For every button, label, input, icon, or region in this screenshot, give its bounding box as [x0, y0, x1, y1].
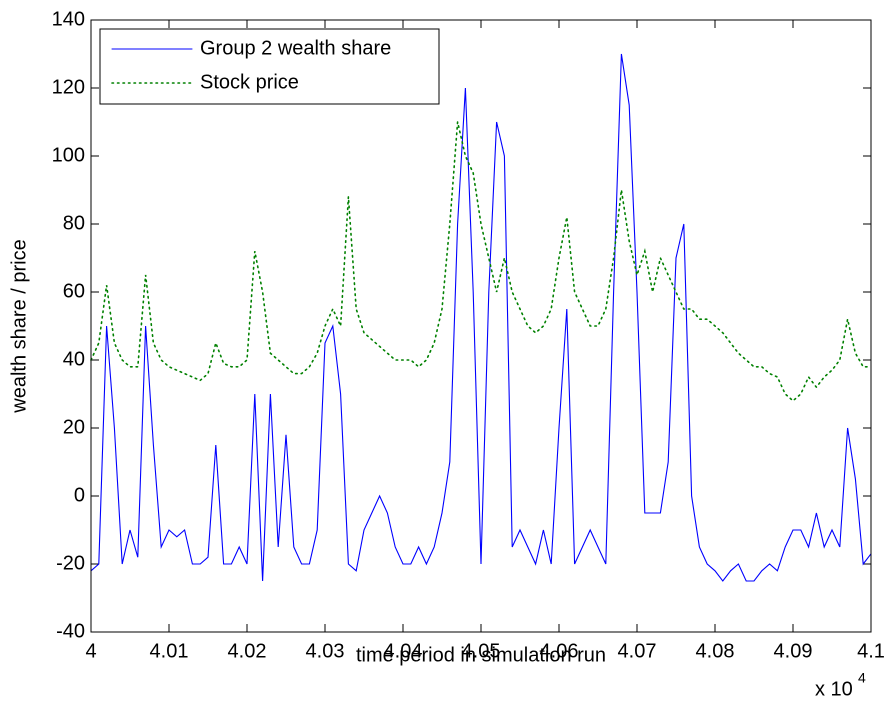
x-tick-label: 4: [85, 640, 96, 662]
data-line: [90, 121, 872, 402]
x-tick-label: 4.03: [306, 640, 345, 662]
y-tick-label: 140: [52, 8, 85, 30]
x-tick-label: 4.01: [150, 640, 189, 662]
y-tick-label: 120: [52, 76, 85, 98]
y-axis-label: wealth share / price: [8, 239, 30, 413]
axes-frame: [90, 19, 872, 633]
data-line: [90, 53, 872, 582]
y-tick-label: -20: [56, 552, 85, 574]
legend-label: Group 2 wealth share: [200, 37, 391, 59]
x-multiplier: x 10: [815, 678, 853, 700]
y-tick-label: -40: [56, 620, 85, 642]
x-tick-label: 4.07: [618, 640, 657, 662]
y-tick-label: 40: [63, 348, 85, 370]
y-tick-label: 0: [74, 484, 85, 506]
y-tick-label: 60: [63, 280, 85, 302]
y-tick-label: 100: [52, 144, 85, 166]
legend-label: Stock price: [200, 71, 299, 93]
x-tick-label: 4.08: [696, 640, 735, 662]
y-tick-label: 20: [63, 416, 85, 438]
x-tick-label: 4.02: [228, 640, 267, 662]
x-tick-label: 4.04: [384, 640, 423, 662]
x-tick-label: 4.06: [540, 640, 579, 662]
plot-area: [91, 20, 871, 632]
x-tick-label: 4.1: [857, 640, 885, 662]
legend-box: [99, 28, 440, 105]
x-tick-label: 4.05: [462, 640, 501, 662]
y-tick-label: 80: [63, 212, 85, 234]
legend: Group 2 wealth share Stock price: [99, 28, 440, 105]
x-tick-label: 4.09: [774, 640, 813, 662]
x-multiplier-exponent: 4: [858, 670, 866, 686]
x-axis-label: time period in simulation run: [356, 644, 606, 666]
